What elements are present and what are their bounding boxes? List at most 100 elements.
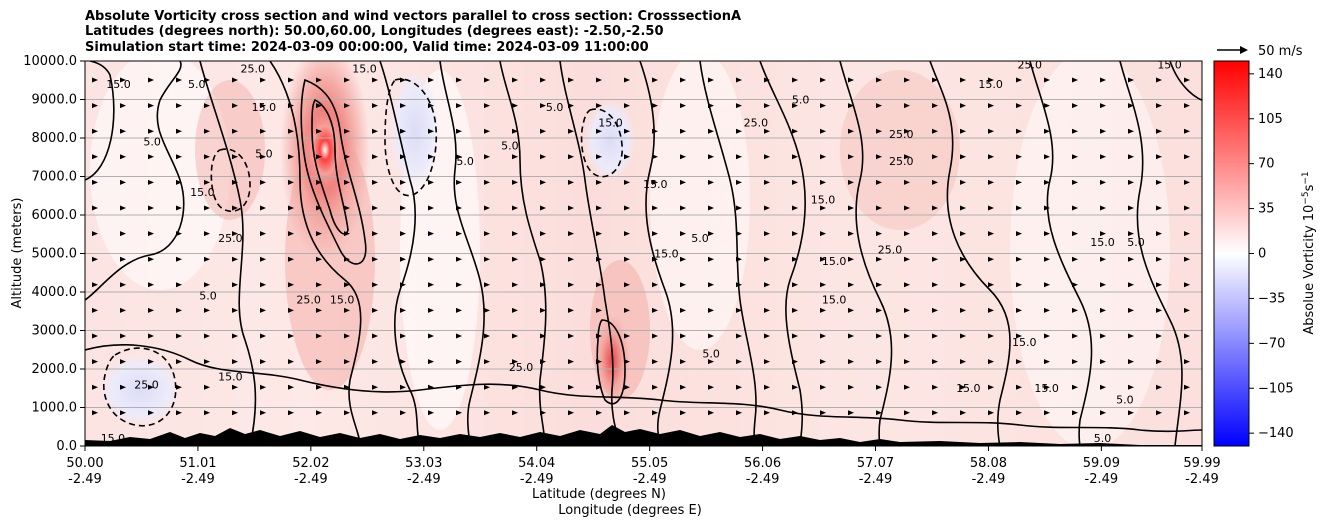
wind-vector xyxy=(372,410,378,416)
x-tick-label-lat: 52.02 xyxy=(292,456,329,471)
wind-vector xyxy=(456,154,462,160)
wind-vector xyxy=(400,231,406,237)
wind-vector xyxy=(1044,359,1050,365)
wind-vector xyxy=(1016,179,1022,185)
wind-vector xyxy=(1128,77,1134,83)
wind-vector xyxy=(400,333,406,339)
wind-vector xyxy=(904,359,910,365)
wind-vector xyxy=(624,128,630,134)
wind-vector xyxy=(1156,154,1162,160)
wind-vector xyxy=(484,307,490,313)
wind-vector xyxy=(288,154,294,160)
wind-vector xyxy=(288,205,294,211)
wind-vector xyxy=(988,307,994,313)
wind-vector xyxy=(904,307,910,313)
wind-vector xyxy=(316,256,322,262)
wind-vector xyxy=(764,282,770,288)
x-tick-label-lat: 59.09 xyxy=(1083,456,1120,471)
contour-label: 15.0 xyxy=(956,382,981,395)
wind-vector xyxy=(820,256,826,262)
contour-lines xyxy=(85,61,1202,446)
wind-vector xyxy=(1016,77,1022,83)
wind-vector xyxy=(736,103,742,109)
x-tick-label-lon: -2.49 xyxy=(520,472,554,487)
wind-vector xyxy=(1156,384,1162,390)
wind-vector xyxy=(680,103,686,109)
wind-vector xyxy=(1044,256,1050,262)
wind-vector xyxy=(960,128,966,134)
wind-vector xyxy=(736,384,742,390)
wind-vector xyxy=(1100,410,1106,416)
wind-vector xyxy=(120,256,126,262)
wind-vector xyxy=(652,77,658,83)
wind-vector xyxy=(792,256,798,262)
wind-vector xyxy=(904,179,910,185)
wind-vector xyxy=(680,77,686,83)
wind-vector xyxy=(1184,128,1190,134)
wind-vector xyxy=(540,154,546,160)
wind-vector xyxy=(204,282,210,288)
colorbar-tick-label: −35 xyxy=(1258,291,1285,306)
wind-vector xyxy=(260,128,266,134)
wind-vector xyxy=(960,231,966,237)
wind-vector xyxy=(848,205,854,211)
x-tick-label-lon: -2.49 xyxy=(633,472,667,487)
wind-vector xyxy=(1128,384,1134,390)
wind-vector xyxy=(596,103,602,109)
wind-vector xyxy=(400,410,406,416)
wind-vector xyxy=(148,384,154,390)
wind-vector xyxy=(596,282,602,288)
wind-vector xyxy=(1184,333,1190,339)
wind-vector xyxy=(372,231,378,237)
contour-label: 25.0 xyxy=(744,116,769,129)
wind-vector xyxy=(176,307,182,313)
wind-vector xyxy=(540,410,546,416)
wind-vector xyxy=(848,282,854,288)
wind-vector xyxy=(148,359,154,365)
wind-vector xyxy=(1072,103,1078,109)
wind-vector xyxy=(1184,256,1190,262)
wind-vector xyxy=(1156,231,1162,237)
wind-vector xyxy=(512,154,518,160)
wind-vector xyxy=(232,179,238,185)
contour-labels: 15.0 25.0 15.0 15.0 5.0 5.0 15.0 25.0 5.0 15.0 5.0… xyxy=(101,59,1182,445)
wind-vector xyxy=(176,179,182,185)
wind-vector xyxy=(1184,154,1190,160)
wind-vector xyxy=(288,410,294,416)
contour-label: 15.0 xyxy=(1090,236,1115,249)
wind-vector xyxy=(568,77,574,83)
wind-vector xyxy=(1184,231,1190,237)
wind-vector xyxy=(484,154,490,160)
wind-vector xyxy=(232,333,238,339)
wind-vector xyxy=(120,154,126,160)
wind-vector xyxy=(316,282,322,288)
x-tick-label-lon: -2.49 xyxy=(407,472,441,487)
x-tick-label-lat: 51.01 xyxy=(179,456,216,471)
wind-vector xyxy=(568,154,574,160)
wind-vector xyxy=(568,307,574,313)
wind-vector xyxy=(1016,103,1022,109)
wind-vector xyxy=(1184,205,1190,211)
wind-vector xyxy=(792,77,798,83)
wind-vector xyxy=(596,154,602,160)
wind-vector xyxy=(960,307,966,313)
wind-vector xyxy=(372,154,378,160)
wind-vector xyxy=(428,359,434,365)
wind-vector xyxy=(316,333,322,339)
wind-vector xyxy=(1044,307,1050,313)
colorbar-label: Absolue Vorticity 10−5s−1 xyxy=(1301,171,1317,334)
wind-vector xyxy=(344,333,350,339)
wind-vector xyxy=(820,384,826,390)
wind-vector xyxy=(1100,154,1106,160)
wind-vector xyxy=(204,231,210,237)
contour-label: 5.0 xyxy=(702,347,720,360)
wind-vector xyxy=(1100,205,1106,211)
wind-vector xyxy=(764,410,770,416)
wind-vector xyxy=(540,384,546,390)
wind-vector xyxy=(232,359,238,365)
wind-vector xyxy=(1100,282,1106,288)
wind-vector xyxy=(1044,179,1050,185)
x-tick-label-lat: 54.04 xyxy=(518,456,555,471)
wind-vector xyxy=(204,128,210,134)
wind-vector xyxy=(1016,282,1022,288)
